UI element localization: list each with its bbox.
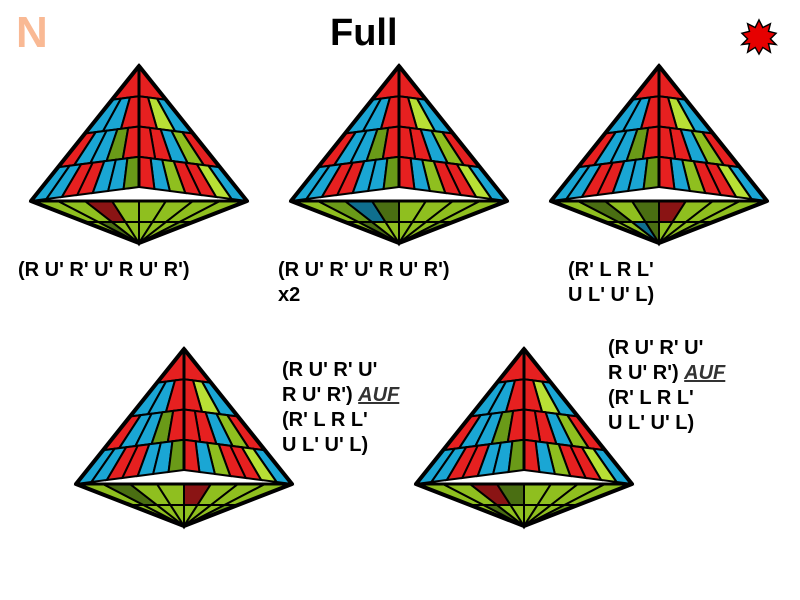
close-icon[interactable] xyxy=(740,18,778,56)
page-title: Full xyxy=(330,12,398,55)
algorithm-label: (R U' R' U' R U' R')x2 xyxy=(278,258,450,308)
pyraminx-diagram xyxy=(285,62,513,252)
algorithm-label: (R U' R' U'R U' R') AUF(R' L R L'U L' U'… xyxy=(608,336,725,436)
pyraminx-diagram xyxy=(545,62,773,252)
algorithm-label: (R U' R' U'R U' R') AUF(R' L R L'U L' U'… xyxy=(282,358,399,458)
algorithm-label: (R' L R L' U L' U' L) xyxy=(568,258,654,308)
pyraminx-diagram xyxy=(410,345,638,535)
pyraminx-diagram xyxy=(25,62,253,252)
page-canvas: { "page": { "background": "#ffffff", "wi… xyxy=(0,0,800,600)
letter-n-label: N xyxy=(16,8,46,58)
pyraminx-diagram xyxy=(70,345,298,535)
algorithm-label: (R U' R' U' R U' R') xyxy=(18,258,190,283)
